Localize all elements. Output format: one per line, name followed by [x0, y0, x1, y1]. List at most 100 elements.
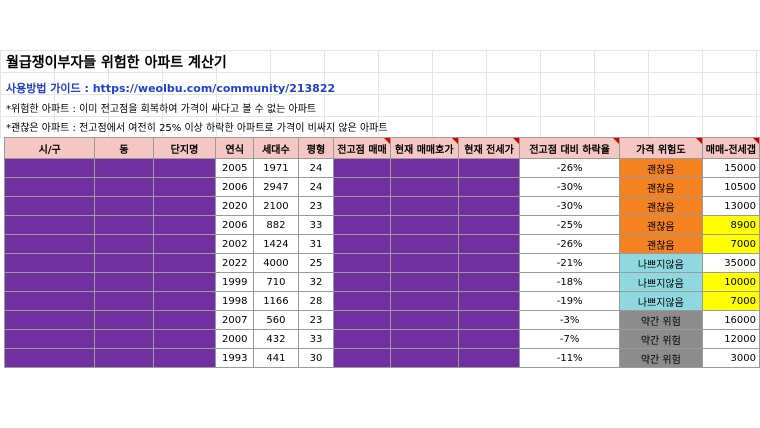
households-cell[interactable]: 2100 — [253, 196, 299, 216]
redacted-peak-price-cell[interactable] — [333, 177, 391, 197]
col-header-risk[interactable]: 가격 위험도 — [618, 137, 703, 159]
risk-cell[interactable]: 약간 위험 — [618, 329, 703, 349]
redacted-peak-price-cell[interactable] — [333, 215, 391, 235]
risk-cell[interactable]: 나쁘지않음 — [618, 253, 703, 273]
size-cell[interactable]: 30 — [297, 348, 335, 368]
col-header-complex[interactable]: 단지명 — [152, 137, 217, 159]
redacted-current-price-cell[interactable] — [389, 196, 459, 216]
households-cell[interactable]: 432 — [253, 329, 299, 349]
redacted-peak-price-cell[interactable] — [333, 196, 391, 216]
redacted-jeonse-cell[interactable] — [457, 310, 521, 330]
size-cell[interactable]: 33 — [297, 215, 335, 235]
redacted-jeonse-cell[interactable] — [457, 291, 521, 311]
col-header-households[interactable]: 세대수 — [253, 137, 299, 159]
drop-rate-cell[interactable]: -3% — [519, 310, 620, 330]
redacted-complex-cell[interactable] — [152, 272, 217, 292]
redacted-city-cell[interactable] — [3, 348, 96, 368]
risk-cell[interactable]: 괜찮음 — [618, 215, 703, 235]
redacted-dong-cell[interactable] — [94, 348, 154, 368]
households-cell[interactable]: 441 — [253, 348, 299, 368]
redacted-current-price-cell[interactable] — [389, 253, 459, 273]
note-okay[interactable]: *괜찮은 아파트 : 전고점에서 여전히 25% 이상 하락한 아파트로 가격이… — [6, 123, 388, 134]
redacted-dong-cell[interactable] — [94, 158, 154, 178]
risk-cell[interactable]: 나쁘지않음 — [618, 291, 703, 311]
guide-link[interactable]: 사용방법 가이드 : https://weolbu.com/community/… — [6, 82, 336, 95]
redacted-jeonse-cell[interactable] — [457, 329, 521, 349]
redacted-jeonse-cell[interactable] — [457, 158, 521, 178]
redacted-complex-cell[interactable] — [152, 348, 217, 368]
redacted-complex-cell[interactable] — [152, 329, 217, 349]
drop-rate-cell[interactable]: -30% — [519, 196, 620, 216]
size-cell[interactable]: 28 — [297, 291, 335, 311]
redacted-complex-cell[interactable] — [152, 177, 217, 197]
gap-cell[interactable]: 10000 — [701, 272, 760, 292]
redacted-jeonse-cell[interactable] — [457, 348, 521, 368]
redacted-current-price-cell[interactable] — [389, 215, 459, 235]
redacted-peak-price-cell[interactable] — [333, 310, 391, 330]
col-header-current-jeonse[interactable]: 현재 전세가 — [457, 137, 521, 159]
size-cell[interactable]: 24 — [297, 177, 335, 197]
redacted-dong-cell[interactable] — [94, 196, 154, 216]
year-cell[interactable]: 2006 — [215, 215, 255, 235]
redacted-dong-cell[interactable] — [94, 291, 154, 311]
size-cell[interactable]: 24 — [297, 158, 335, 178]
redacted-current-price-cell[interactable] — [389, 272, 459, 292]
redacted-jeonse-cell[interactable] — [457, 253, 521, 273]
size-cell[interactable]: 33 — [297, 329, 335, 349]
redacted-complex-cell[interactable] — [152, 196, 217, 216]
risk-cell[interactable]: 괜찮음 — [618, 158, 703, 178]
gap-cell[interactable]: 8900 — [701, 215, 760, 235]
redacted-current-price-cell[interactable] — [389, 310, 459, 330]
year-cell[interactable]: 2007 — [215, 310, 255, 330]
redacted-complex-cell[interactable] — [152, 215, 217, 235]
redacted-city-cell[interactable] — [3, 196, 96, 216]
redacted-city-cell[interactable] — [3, 329, 96, 349]
size-cell[interactable]: 31 — [297, 234, 335, 254]
redacted-jeonse-cell[interactable] — [457, 196, 521, 216]
redacted-complex-cell[interactable] — [152, 253, 217, 273]
redacted-current-price-cell[interactable] — [389, 348, 459, 368]
redacted-dong-cell[interactable] — [94, 234, 154, 254]
redacted-peak-price-cell[interactable] — [333, 158, 391, 178]
gap-cell[interactable]: 7000 — [701, 291, 760, 311]
year-cell[interactable]: 2022 — [215, 253, 255, 273]
size-cell[interactable]: 23 — [297, 196, 335, 216]
year-cell[interactable]: 1998 — [215, 291, 255, 311]
households-cell[interactable]: 560 — [253, 310, 299, 330]
redacted-dong-cell[interactable] — [94, 215, 154, 235]
redacted-city-cell[interactable] — [3, 158, 96, 178]
redacted-peak-price-cell[interactable] — [333, 291, 391, 311]
gap-cell[interactable]: 13000 — [701, 196, 760, 216]
risk-cell[interactable]: 괜찮음 — [618, 234, 703, 254]
redacted-current-price-cell[interactable] — [389, 291, 459, 311]
redacted-city-cell[interactable] — [3, 234, 96, 254]
sheet-title[interactable]: 월급쟁이부자들 위험한 아파트 계산기 — [6, 55, 227, 71]
redacted-dong-cell[interactable] — [94, 253, 154, 273]
redacted-jeonse-cell[interactable] — [457, 272, 521, 292]
redacted-city-cell[interactable] — [3, 215, 96, 235]
redacted-complex-cell[interactable] — [152, 291, 217, 311]
risk-cell[interactable]: 괜찮음 — [618, 196, 703, 216]
drop-rate-cell[interactable]: -26% — [519, 158, 620, 178]
drop-rate-cell[interactable]: -18% — [519, 272, 620, 292]
year-cell[interactable]: 1999 — [215, 272, 255, 292]
year-cell[interactable]: 2020 — [215, 196, 255, 216]
redacted-peak-price-cell[interactable] — [333, 234, 391, 254]
redacted-peak-price-cell[interactable] — [333, 253, 391, 273]
size-cell[interactable]: 32 — [297, 272, 335, 292]
year-cell[interactable]: 2005 — [215, 158, 255, 178]
size-cell[interactable]: 23 — [297, 310, 335, 330]
households-cell[interactable]: 1166 — [253, 291, 299, 311]
redacted-city-cell[interactable] — [3, 177, 96, 197]
risk-cell[interactable]: 약간 위험 — [618, 348, 703, 368]
redacted-city-cell[interactable] — [3, 272, 96, 292]
drop-rate-cell[interactable]: -7% — [519, 329, 620, 349]
households-cell[interactable]: 1424 — [253, 234, 299, 254]
redacted-current-price-cell[interactable] — [389, 234, 459, 254]
drop-rate-cell[interactable]: -25% — [519, 215, 620, 235]
col-header-dong[interactable]: 동 — [94, 137, 154, 159]
drop-rate-cell[interactable]: -30% — [519, 177, 620, 197]
gap-cell[interactable]: 15000 — [701, 158, 760, 178]
households-cell[interactable]: 710 — [253, 272, 299, 292]
redacted-current-price-cell[interactable] — [389, 177, 459, 197]
